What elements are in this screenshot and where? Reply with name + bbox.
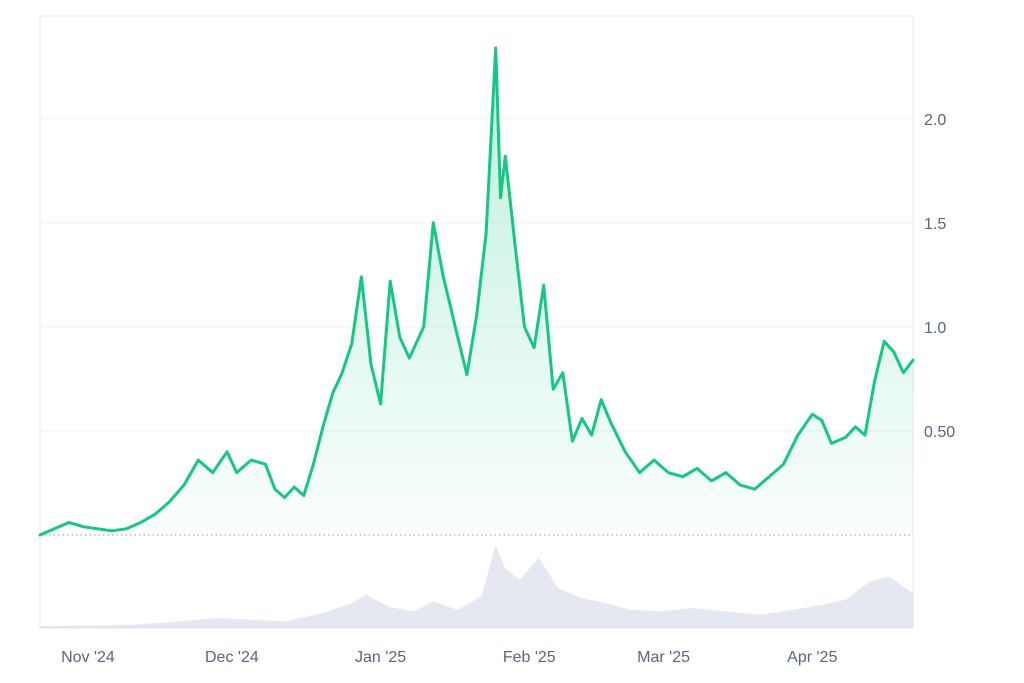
price-point [653,459,655,461]
price-point [600,399,602,401]
price-point [610,421,612,423]
price-point [293,486,295,488]
price-point [442,274,444,276]
price-point [590,434,592,436]
price-point [499,197,501,199]
price-point [250,459,252,461]
volume-area [40,545,913,628]
price-point [379,403,381,405]
price-point [111,530,113,532]
price-point [183,484,185,486]
price-point [283,496,285,498]
price-point [212,471,214,473]
price-point [351,342,353,344]
price-point [485,232,487,234]
price-point [571,440,573,442]
price-point [667,471,669,473]
price-point [696,467,698,469]
price-point [423,326,425,328]
price-point [562,372,564,374]
y-tick-label: 1.0 [924,320,946,337]
price-point [902,372,904,374]
price-point [399,336,401,338]
price-point [389,280,391,282]
price-point [456,334,458,336]
price-point [854,426,856,428]
price-point [226,451,228,453]
price-point [274,488,276,490]
price-point [797,434,799,436]
price-point [125,528,127,530]
price-point [68,521,70,523]
price-point [432,222,434,224]
price-point [466,374,468,376]
price-point [504,155,506,157]
price-point [475,315,477,317]
price-line [38,46,915,537]
x-tick-label: Mar '25 [637,649,690,666]
price-point [864,434,866,436]
price-point [154,513,156,515]
price-point [533,347,535,349]
price-point [682,476,684,478]
price-point [710,480,712,482]
y-tick-label: 1.5 [924,216,946,233]
x-tick-label: Feb '25 [503,649,556,666]
price-point [331,392,333,394]
price-point [739,484,741,486]
x-tick-label: Apr '25 [787,649,837,666]
y-tick-label: 0.50 [924,424,955,441]
price-area-fill [40,48,913,535]
price-point [236,471,238,473]
price-point [370,363,372,365]
x-tick-label: Dec '24 [205,649,259,666]
price-point [725,471,727,473]
price-point [552,388,554,390]
price-point [514,242,516,244]
price-point [830,442,832,444]
price-point [638,471,640,473]
price-point [768,476,770,478]
price-point [912,359,914,361]
price-point [624,451,626,453]
price-point [883,340,885,342]
price-point [341,372,343,374]
price-point [140,521,142,523]
price-point [581,417,583,419]
price-point [495,47,497,49]
price-point [893,351,895,353]
price-point [811,413,813,415]
price-point [782,463,784,465]
price-point [408,357,410,359]
x-tick-label: Jan '25 [355,649,406,666]
price-point [543,284,545,286]
price-point [845,436,847,438]
price-point [39,534,41,536]
x-tick-label: Nov '24 [61,649,115,666]
price-point [53,528,55,530]
price-point [754,488,756,490]
price-point [82,526,84,528]
price-point [197,459,199,461]
price-point [821,419,823,421]
price-point [360,276,362,278]
price-point [312,463,314,465]
y-tick-label: 2.0 [924,112,946,129]
price-point [873,380,875,382]
price-point [168,501,170,503]
price-point [523,326,525,328]
price-point [96,528,98,530]
price-point [322,426,324,428]
price-point [264,463,266,465]
price-point [303,494,305,496]
